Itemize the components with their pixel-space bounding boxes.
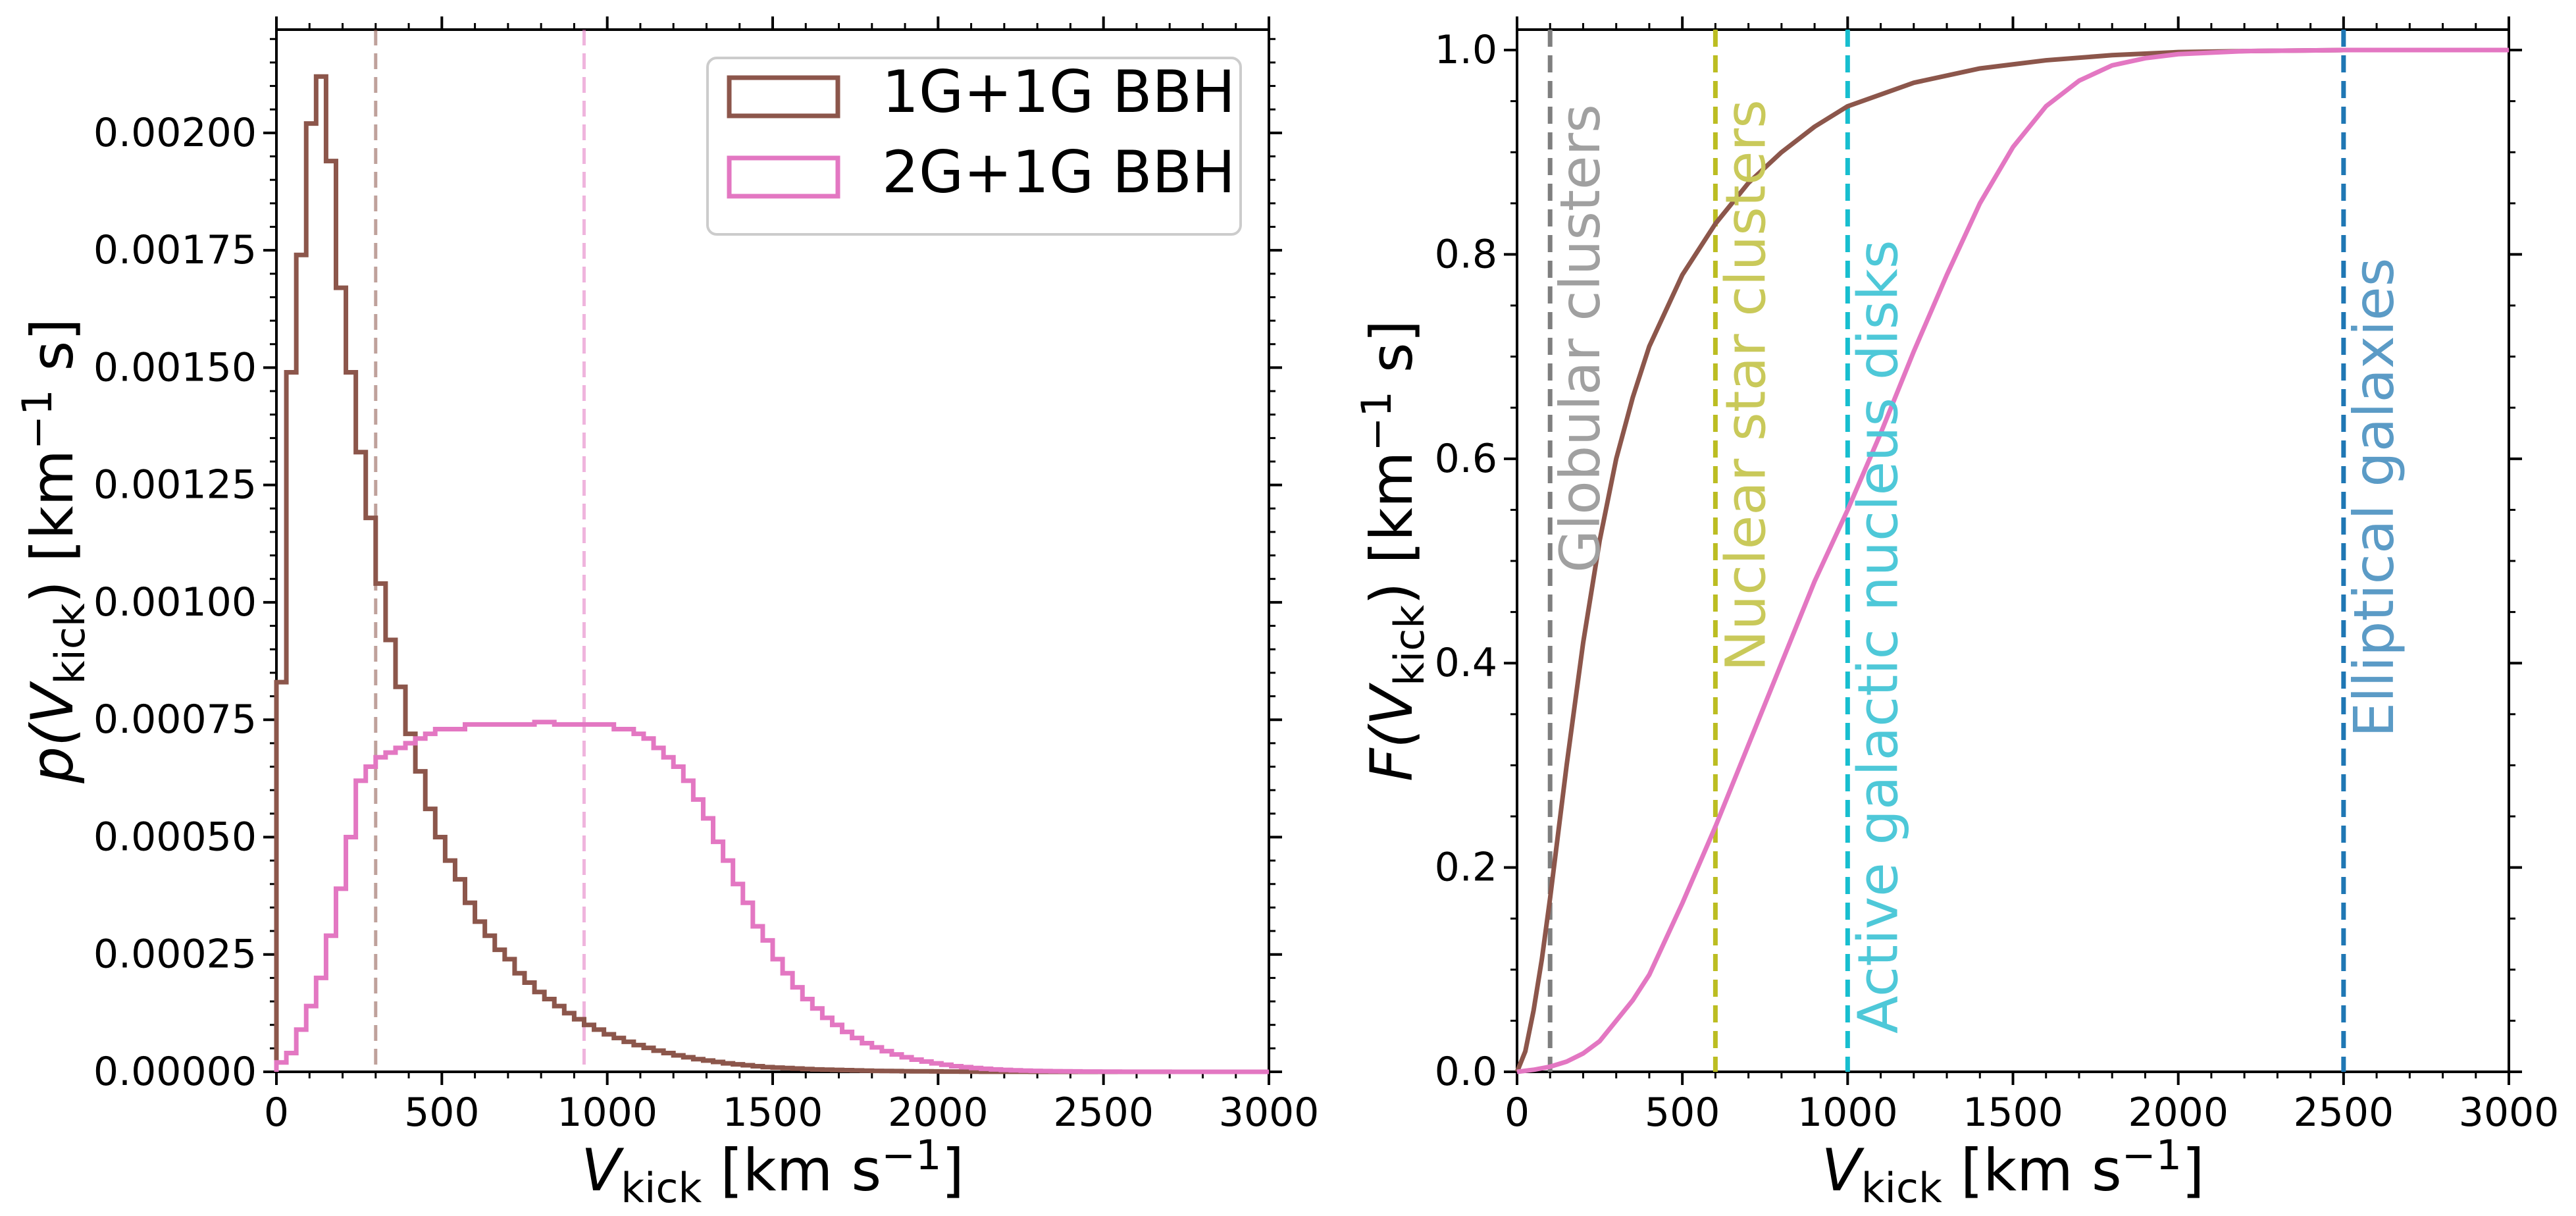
y-tick-label: 0.00025: [93, 932, 257, 978]
x-tick-label: 3000: [1219, 1090, 1320, 1136]
y-tick-label: 0.00150: [93, 344, 257, 390]
left-panel-histogram: 0 500 1000 1500 2000 2500 3000 0.00000 0.00025 0.…: [13, 16, 1319, 1212]
y-axis-label: F(Vkick) [km−1 s]: [1352, 320, 1433, 781]
x-tick-label: 2500: [2293, 1090, 2394, 1136]
cdf-2g1g: [1516, 47, 2509, 1074]
annotation-active-galactic-nucleus-disks: Active galactic nucleus disks: [1845, 240, 1910, 1034]
y-tick-label: 0.8: [1435, 231, 1497, 277]
y-tick-label: 0.00125: [93, 462, 257, 508]
y-axis-label: p(Vkick) [km−1 s]: [13, 318, 94, 783]
x-tick-label: 2000: [2128, 1090, 2228, 1136]
x-tick-label: 1000: [557, 1090, 657, 1136]
legend-label-2g1g: 2G+1G BBH: [882, 138, 1235, 206]
y-tick-label: 0.00000: [93, 1049, 257, 1095]
y-tick-label: 0.2: [1435, 845, 1497, 891]
y-tick-label: 0.00175: [93, 227, 257, 273]
y-tick-label: 0.6: [1435, 436, 1497, 482]
x-tick-label: 500: [1645, 1090, 1720, 1136]
x-axis-label: Vkick [km s−1]: [581, 1131, 964, 1212]
legend-swatch-2g1g: [727, 155, 840, 199]
histogram-2g1g: [274, 720, 1269, 1074]
annotation-nuclear-star-clusters: Nuclear star clusters: [1713, 99, 1778, 672]
y-tick-label: 0.0: [1435, 1049, 1497, 1095]
y-tick-label: 0.00200: [93, 110, 257, 156]
legend-frame: [706, 57, 1242, 236]
legend: 1G+1G BBH 2G+1G BBH: [706, 57, 1242, 236]
y-tick-label: 1.0: [1435, 27, 1497, 73]
x-tick-label: 500: [404, 1090, 480, 1136]
x-tick-label: 0: [1505, 1090, 1530, 1136]
annotation-elliptical-galaxies: Elliptical galaxies: [2342, 258, 2406, 737]
x-tick-label: 2000: [888, 1090, 989, 1136]
x-tick-label: 1500: [1963, 1090, 2063, 1136]
legend-swatch-1g1g: [727, 75, 840, 119]
x-tick-label: 1000: [1797, 1090, 1898, 1136]
y-tick-label: 0.00075: [93, 697, 257, 743]
x-tick-label: 1500: [723, 1090, 823, 1136]
x-tick-label: 2500: [1053, 1090, 1154, 1136]
x-tick-label: 3000: [2459, 1090, 2560, 1136]
cdf-1g1g: [1514, 47, 2509, 1073]
y-tick-label: 0.00100: [93, 579, 257, 625]
legend-label-1g1g: 1G+1G BBH: [882, 58, 1235, 126]
x-axis-label: Vkick [km s−1]: [1822, 1131, 2205, 1212]
y-tick-label: 0.00050: [93, 814, 257, 860]
right-panel-cdf: 0 500 1000 1500 2000 2500 3000 0.0 0.2 0.4 0.6 0.8 1…: [1352, 16, 2559, 1212]
x-tick-label: 0: [264, 1090, 289, 1136]
y-tick-label: 0.4: [1435, 640, 1497, 686]
annotation-globular-clusters: Globular clusters: [1548, 104, 1612, 573]
